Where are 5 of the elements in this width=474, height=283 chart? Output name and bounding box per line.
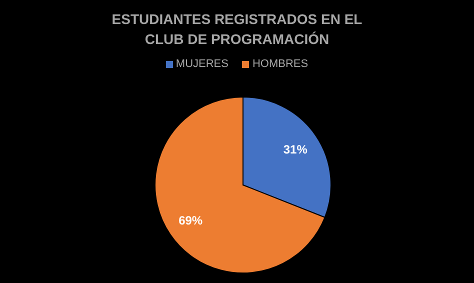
data-label: 31%: [283, 142, 308, 156]
data-label: 69%: [178, 214, 203, 228]
chart-title: ESTUDIANTES REGISTRADOS EN EL CLUB DE PROGRAMACIÓN: [110, 10, 364, 49]
legend-label: HOMBRES: [252, 58, 308, 70]
legend-label: MUJERES: [176, 58, 228, 70]
